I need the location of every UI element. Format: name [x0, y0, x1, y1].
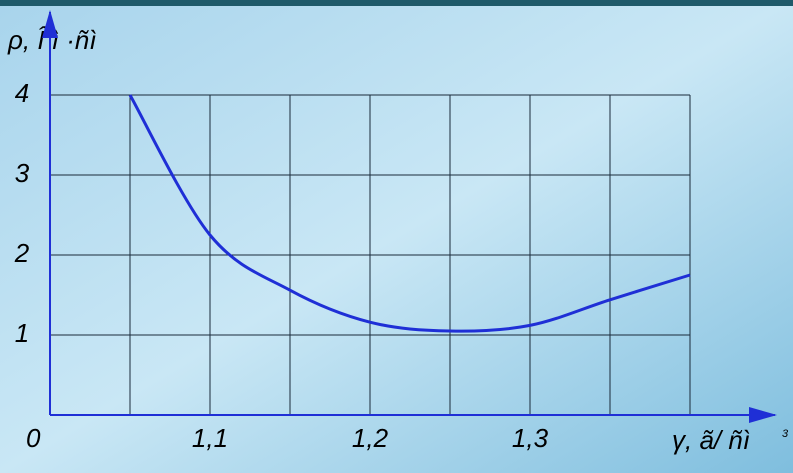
y-axis-label: ρ, Î ì ·ñì — [7, 25, 97, 55]
page: ρ, Î ì ·ñì γ, ã/ ñì 3 0 12341,11,21,3 ((… — [0, 0, 793, 473]
top-bar — [0, 0, 793, 6]
chart: ρ, Î ì ·ñì γ, ã/ ñì 3 0 1 2 3 4 1,1 1,2 1,3 — [0, 0, 793, 473]
x-tick-label: 1,3 — [512, 423, 549, 453]
y-tick-label: 3 — [15, 158, 30, 188]
x-axis-label: γ, ã/ ñì — [672, 425, 750, 455]
x-tick-label: 1,2 — [352, 423, 389, 453]
y-tick-label: 2 — [14, 238, 30, 268]
y-tick-label: 4 — [15, 78, 29, 108]
background — [0, 0, 793, 473]
origin-label: 0 — [26, 423, 41, 453]
y-tick-label: 1 — [15, 318, 29, 348]
x-tick-label: 1,1 — [192, 423, 228, 453]
x-axis-label-sup: 3 — [782, 428, 789, 440]
